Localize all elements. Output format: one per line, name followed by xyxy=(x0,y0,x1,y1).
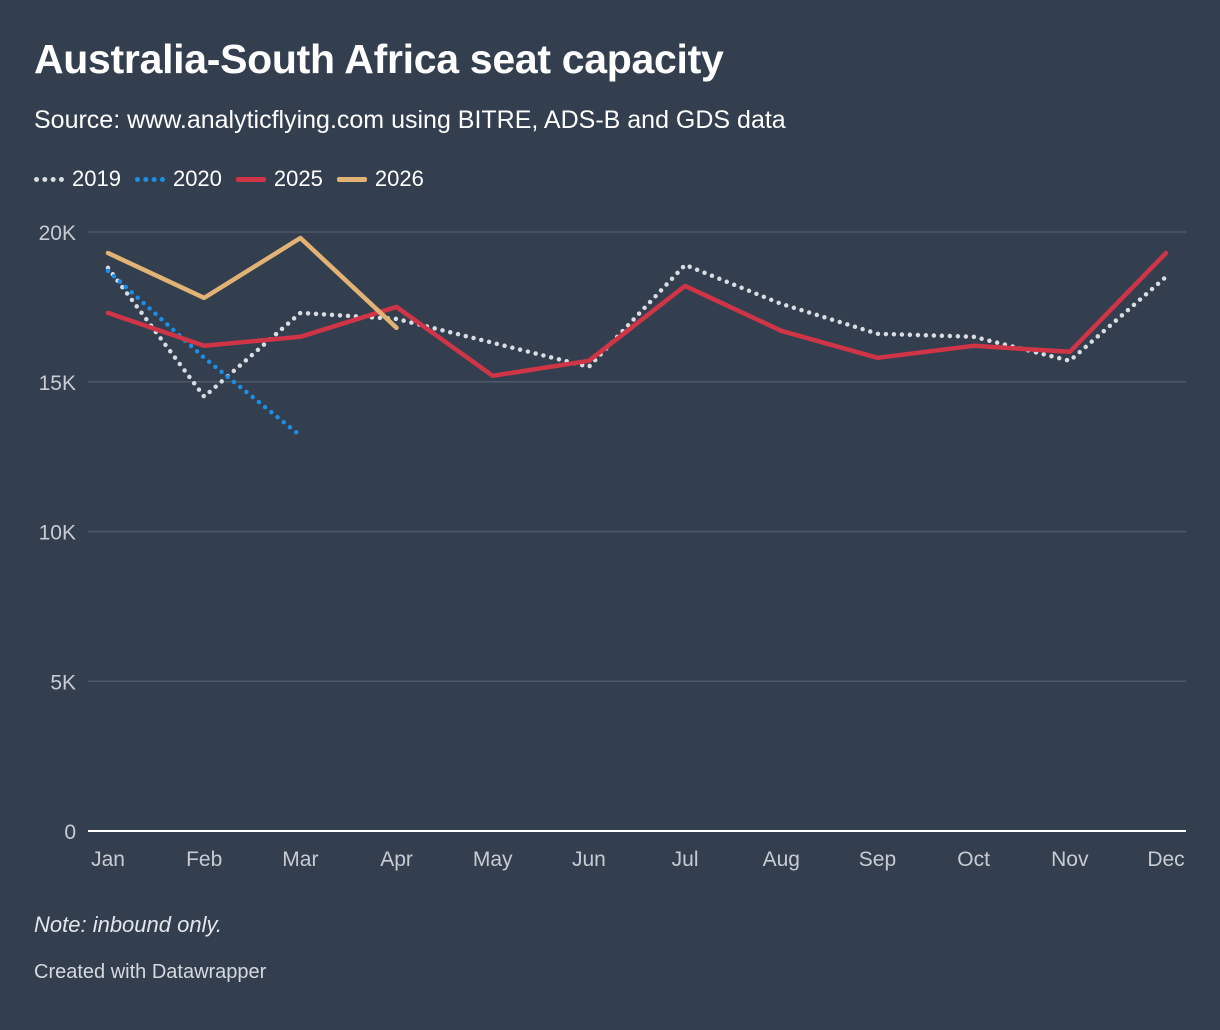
chart-note: Note: inbound only. xyxy=(34,912,222,937)
legend-swatch xyxy=(134,176,165,182)
chart-credit: Created with Datawrapper xyxy=(34,961,267,983)
series-line-2019 xyxy=(105,262,1169,399)
series-line-2026 xyxy=(105,235,399,331)
x-tick-label: Oct xyxy=(957,848,990,871)
x-tick-label: Jul xyxy=(672,848,699,871)
legend-item-2026: 2026 xyxy=(336,166,424,192)
x-tick-label: Nov xyxy=(1051,848,1089,871)
chart-legend: 2019 2020 2025 2026 xyxy=(34,164,424,194)
y-tick-label: 20K xyxy=(39,222,76,245)
chart-title: Australia-South Africa seat capacity xyxy=(34,36,724,82)
x-tick-label: Dec xyxy=(1147,848,1184,871)
legend-item-2020: 2020 xyxy=(134,166,222,192)
y-tick-label: 10K xyxy=(39,522,76,545)
x-tick-label: Aug xyxy=(763,848,800,871)
legend-item-2025: 2025 xyxy=(235,166,323,192)
y-tick-label: 15K xyxy=(39,372,76,395)
x-tick-label: May xyxy=(473,848,513,871)
legend-swatch xyxy=(336,176,367,182)
x-tick-label: Jan xyxy=(91,848,125,871)
x-tick-label: Mar xyxy=(282,848,318,871)
y-tick-label: 0 xyxy=(64,821,76,844)
series-line-2025 xyxy=(105,250,1169,379)
series-line-2020 xyxy=(105,268,303,438)
x-tick-label: Sep xyxy=(859,848,896,871)
legend-swatch xyxy=(235,176,266,182)
legend-label: 2025 xyxy=(273,166,323,191)
x-tick-label: Jun xyxy=(572,848,606,871)
legend-item-2019: 2019 xyxy=(34,166,121,192)
y-tick-label: 5K xyxy=(50,671,76,694)
legend-label: 2026 xyxy=(374,166,424,191)
x-tick-label: Feb xyxy=(186,848,222,871)
legend-label: 2020 xyxy=(172,166,222,191)
x-tick-label: Apr xyxy=(380,848,413,871)
legend-swatch xyxy=(34,176,64,182)
legend-label: 2019 xyxy=(72,166,121,191)
chart-subtitle: Source: www.analyticflying.com using BIT… xyxy=(34,106,786,134)
